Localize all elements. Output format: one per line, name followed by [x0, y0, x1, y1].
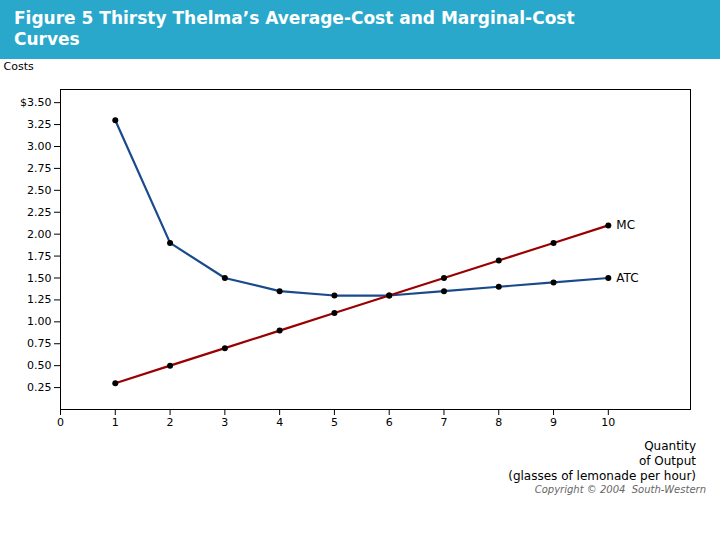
svg-text:2.75: 2.75 [27, 161, 52, 174]
svg-text:0.75: 0.75 [27, 337, 52, 350]
svg-text:8: 8 [495, 416, 502, 429]
svg-text:3.25: 3.25 [27, 118, 52, 131]
svg-text:5: 5 [331, 416, 338, 429]
svg-text:2.25: 2.25 [27, 205, 52, 218]
html-text:Figure 5 Thirsty Thelma’s Aver: Figure 5 Thirsty Thelma’s Average-Cost a… [14, 8, 575, 50]
svg-text:1.25: 1.25 [27, 293, 52, 306]
svg-text:1.00: 1.00 [27, 315, 52, 328]
svg-text:ATC: ATC [616, 270, 638, 284]
svg-text:3: 3 [221, 416, 228, 429]
html-text:Copyright © 2004 South-Western: Copyright © 2004 South-Western [534, 483, 706, 495]
svg-text:2: 2 [167, 416, 174, 429]
svg-text:3.00: 3.00 [27, 140, 52, 153]
svg-text:2.00: 2.00 [27, 227, 52, 240]
svg-text:MC: MC [616, 218, 635, 232]
svg-text:10: 10 [601, 416, 615, 429]
svg-text:0.50: 0.50 [27, 359, 52, 372]
svg-text:1.75: 1.75 [27, 249, 52, 262]
svg-text:9: 9 [550, 416, 557, 429]
svg-text:Costs: Costs [4, 60, 34, 73]
svg-text:1.50: 1.50 [27, 271, 52, 284]
svg-text:1: 1 [112, 416, 119, 429]
svg-text:0.25: 0.25 [27, 381, 52, 394]
svg-text:$3.50: $3.50 [20, 96, 52, 109]
svg-text:6: 6 [386, 416, 393, 429]
html-text:Quantity of Output (glasses of: Quantity of Output (glasses of lemonade … [508, 438, 696, 483]
svg-text:7: 7 [440, 416, 447, 429]
svg-text:0: 0 [57, 416, 64, 429]
svg-text:4: 4 [276, 416, 283, 429]
svg-text:2.50: 2.50 [27, 183, 52, 196]
